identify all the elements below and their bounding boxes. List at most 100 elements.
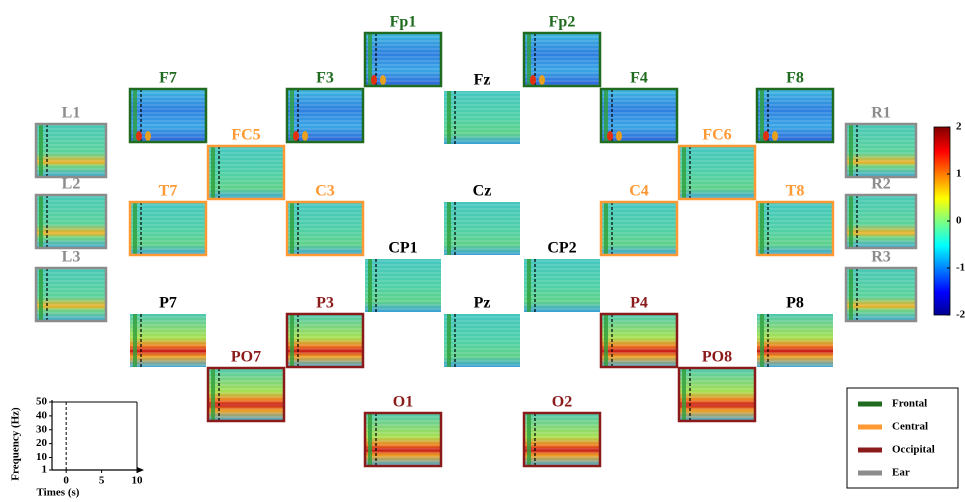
electrode-label: P7 <box>159 295 177 312</box>
spectrogram-tile <box>208 368 284 421</box>
inset-arrow <box>137 467 144 473</box>
spectrogram-tile <box>444 91 520 144</box>
onset-band <box>133 202 137 255</box>
electrode-label: PO8 <box>702 349 732 366</box>
onset-band <box>447 314 451 367</box>
spectrogram-tile <box>444 202 520 255</box>
spectrogram-tile <box>757 314 833 367</box>
spectrogram-tile <box>846 195 916 248</box>
spectrogram-tile <box>524 413 600 466</box>
onset-band <box>368 259 372 312</box>
onset-band <box>39 124 43 177</box>
electrode-label: P8 <box>786 295 804 312</box>
electrode-label: L3 <box>62 249 81 266</box>
electrode-label: Fp2 <box>549 14 576 31</box>
inset-x-tick-label: 10 <box>132 475 144 487</box>
burst <box>616 131 622 141</box>
spectrogram-tile <box>36 124 106 177</box>
legend-label: Occipital <box>892 444 935 456</box>
onset-band <box>527 413 531 466</box>
spectrogram-tile <box>130 89 206 142</box>
burst <box>607 131 613 141</box>
onset-band <box>39 195 43 248</box>
electrode-label: O1 <box>393 394 413 411</box>
spectrogram-tile <box>287 89 363 142</box>
onset-band <box>211 368 215 421</box>
spectrogram-tile <box>444 314 520 367</box>
inset-y-tick-label: 20 <box>36 437 48 449</box>
inset-y-tick-label: 30 <box>36 423 48 435</box>
spectrogram-tile <box>287 202 363 255</box>
inset-y-tick-label: 40 <box>36 409 48 421</box>
onset-band <box>849 268 853 321</box>
electrode-label: R3 <box>871 249 891 266</box>
spectrogram-tile <box>846 124 916 177</box>
electrode-label: L2 <box>62 176 81 193</box>
inset-y-label: Frequency (Hz) <box>10 407 22 481</box>
spectrogram-tile <box>130 202 206 255</box>
onset-band <box>527 259 531 312</box>
burst <box>539 75 545 85</box>
colorbar-tick-label: 1 <box>956 168 962 180</box>
burst <box>763 131 769 141</box>
onset-band <box>682 146 686 199</box>
electrode-label: CP2 <box>547 240 576 257</box>
inset-x-tick-label: 5 <box>99 475 105 487</box>
burst <box>293 131 299 141</box>
onset-band <box>133 314 137 367</box>
onset-band <box>290 314 294 367</box>
electrode-label: FC6 <box>702 127 731 144</box>
colorbar-tick-label: -2 <box>956 309 965 321</box>
inset-x-tick-label: 0 <box>63 475 69 487</box>
inset-y-tick-label: 1 <box>42 464 48 476</box>
spectrogram-tile <box>524 33 600 86</box>
burst <box>145 131 151 141</box>
spectrogram-tile <box>679 368 755 421</box>
onset-band <box>760 314 764 367</box>
burst <box>380 75 386 85</box>
onset-band <box>290 202 294 255</box>
onset-band <box>760 202 764 255</box>
electrode-label: F8 <box>786 70 804 87</box>
spectrogram-tile <box>757 89 833 142</box>
electrode-label: CP1 <box>388 240 417 257</box>
electrode-label: R1 <box>871 105 891 122</box>
colorbar-tick-label: -1 <box>956 262 965 274</box>
electrode-label: R2 <box>871 176 891 193</box>
spectrogram-tile <box>601 314 677 367</box>
spectrogram-tile <box>365 413 441 466</box>
spectrogram-tile <box>365 33 441 86</box>
electrode-label: T8 <box>786 183 805 200</box>
electrode-label: L1 <box>62 105 81 122</box>
electrode-label: Cz <box>473 183 492 200</box>
onset-band <box>39 268 43 321</box>
inset-y-tick-label: 50 <box>36 396 48 408</box>
onset-band <box>604 314 608 367</box>
electrode-label: F7 <box>159 70 177 87</box>
electrode-label: P4 <box>630 295 648 312</box>
inset-y-tick-label: 10 <box>36 451 48 463</box>
electrode-label: F3 <box>316 70 334 87</box>
electrode-label: Pz <box>474 295 491 312</box>
spectrogram-tile <box>524 259 600 312</box>
electrode-label: T7 <box>159 183 178 200</box>
legend-label: Frontal <box>892 398 927 410</box>
spectrogram-tile <box>36 268 106 321</box>
spectrogram-tile <box>846 268 916 321</box>
onset-band <box>682 368 686 421</box>
spectrogram-tile <box>757 202 833 255</box>
spectrogram-tile <box>36 195 106 248</box>
electrode-label: FC5 <box>231 127 260 144</box>
onset-band <box>368 413 372 466</box>
onset-band <box>211 146 215 199</box>
spectrogram-tile <box>679 146 755 199</box>
figure: Fp1Fp2F7F3FzF4F8L1R1FC5FC6L2R2T7C3CzC4T8… <box>0 0 965 502</box>
spectrogram-tile <box>601 202 677 255</box>
electrode-label: C3 <box>315 183 335 200</box>
burst <box>302 131 308 141</box>
electrode-label: Fz <box>474 72 491 89</box>
onset-band <box>849 124 853 177</box>
electrode-label: F4 <box>630 70 648 87</box>
electrode-label: P3 <box>316 295 334 312</box>
burst <box>530 75 536 85</box>
